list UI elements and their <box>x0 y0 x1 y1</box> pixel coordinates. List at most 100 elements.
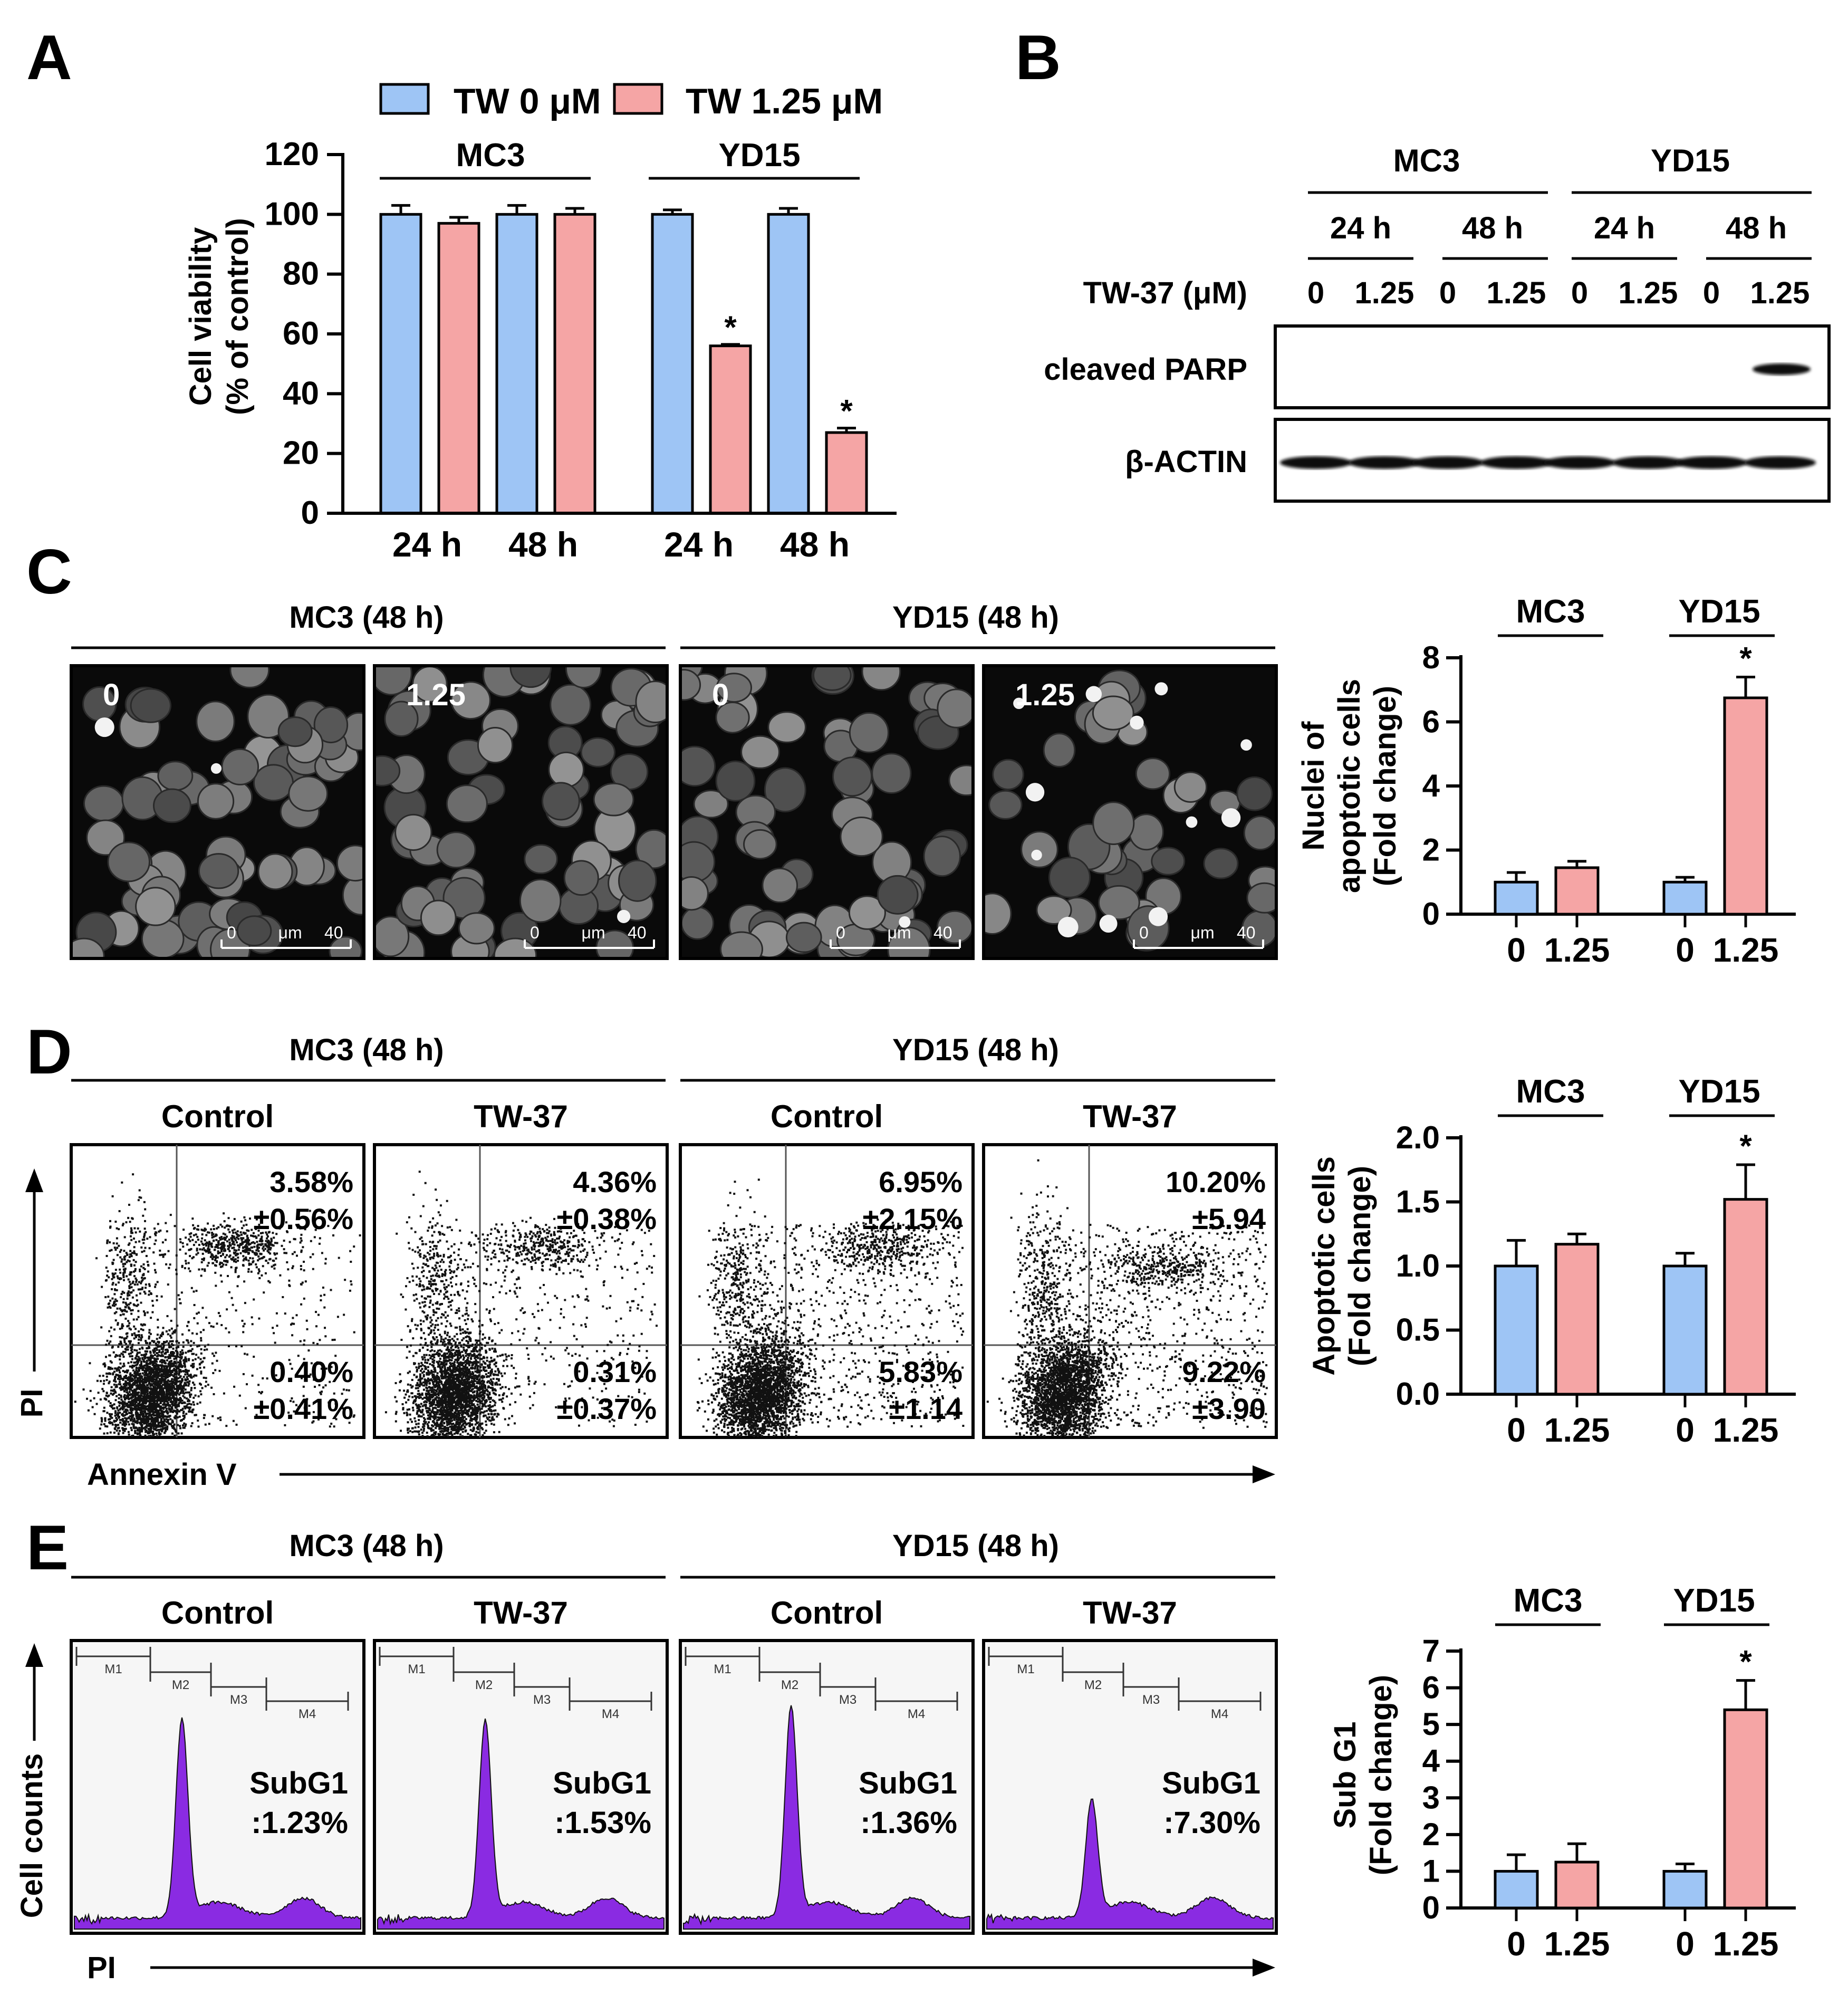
scale-label: 40 <box>933 923 952 942</box>
gate-label: M4 <box>908 1707 925 1721</box>
a-bar <box>825 431 868 515</box>
nucleus <box>1036 895 1072 925</box>
dotplot: 3.58% ±0.56% 0.40% ±0.41% <box>70 1143 365 1439</box>
chart-xtick-label: 1.25 <box>1544 1411 1610 1449</box>
nuclei <box>374 666 667 958</box>
scale-label: 40 <box>628 923 647 942</box>
nucleus <box>83 785 124 822</box>
flow-xaxis-arrowhead <box>1253 1465 1275 1483</box>
nucleus <box>253 764 294 802</box>
scale-label: 0 <box>836 923 845 942</box>
wb-doses: 0 1.25 0 1.25 0 1.25 0 1.25 <box>1307 276 1810 310</box>
nuclei <box>984 669 1276 952</box>
apoptotic-body <box>617 909 631 923</box>
wb-dose: 0 <box>1439 276 1456 310</box>
panel-a-xtick: 48 h <box>508 525 578 564</box>
e-ylabel-2: (Fold change) <box>1364 1675 1398 1875</box>
group-label-yd15: YD15 <box>718 137 800 174</box>
chart-xtick-label: 1.25 <box>1544 1925 1610 1963</box>
chart-xtick-label: 0 <box>1676 1411 1695 1449</box>
gate-label: M4 <box>1211 1707 1228 1721</box>
gate-label: M2 <box>1084 1678 1102 1692</box>
wb-dose: 0 <box>1307 276 1324 310</box>
histogram: M1 M2 M3 M4 SubG1:1.23% <box>70 1639 365 1935</box>
nucleus <box>157 761 194 791</box>
hist-group-yd15: YD15 (48 h) <box>892 1529 1059 1563</box>
nucleus <box>580 737 615 768</box>
nucleus <box>680 906 715 940</box>
a-bar <box>651 213 694 515</box>
nucleus <box>446 784 488 823</box>
nucleus <box>1048 857 1091 898</box>
gate-label: M3 <box>230 1693 247 1707</box>
nucleus <box>313 706 349 744</box>
nucleus <box>680 669 701 701</box>
chart-bar <box>1554 1860 1600 1910</box>
nucleus <box>221 748 259 785</box>
chart-ytick-label: 5 <box>1422 1706 1440 1742</box>
nucleus <box>988 790 1023 820</box>
panel-a-ylabel-1: Cell viability <box>184 227 218 406</box>
quadrant-lr-pct: 9.22% <box>1182 1355 1266 1388</box>
apoptotic-body <box>899 916 911 928</box>
micro-group-mc3: MC3 (48 h) <box>289 600 444 635</box>
apoptotic-body <box>94 717 114 737</box>
gate-label: M2 <box>172 1678 189 1692</box>
quadrant-ur-sd: ±2.15% <box>862 1202 962 1235</box>
chart-xtick-label: 1.25 <box>1713 1411 1779 1449</box>
nucleus <box>984 893 1012 935</box>
nucleus <box>336 845 364 882</box>
chart-ytick-label: 8 <box>1422 640 1440 675</box>
d-chart-group-mc3: MC3 <box>1516 1073 1585 1110</box>
nucleus <box>247 694 290 739</box>
c-ylabel-1: Nuclei of <box>1296 721 1331 851</box>
panel-c-letter: C <box>26 536 72 607</box>
wb-dose: 1.25 <box>1750 276 1810 310</box>
wb-actin-band <box>1280 456 1352 469</box>
apoptotic-body <box>1130 715 1144 730</box>
nucleus <box>887 926 931 958</box>
histograms: Control TW-37 Control TW-37 M1 M2 M3 M4 SubG1:1.… <box>70 1595 1278 1935</box>
apoptotic-body <box>1221 808 1241 828</box>
apoptotic-body <box>1085 686 1102 703</box>
nuclei <box>680 666 973 958</box>
scale-label: 40 <box>1237 923 1256 942</box>
gate-label: M2 <box>475 1678 493 1692</box>
panel-a-ylabel-2: (% of control) <box>220 218 255 415</box>
nucleus <box>840 816 883 857</box>
nucleus <box>593 782 634 817</box>
quadrant-lr-sd: ±0.37% <box>556 1392 657 1425</box>
hist-xaxis-label: PI <box>87 1951 116 1985</box>
panel-a-letter: A <box>26 22 72 93</box>
wb-time: 24 h <box>1594 211 1655 245</box>
nucleus <box>877 875 919 915</box>
wb-dose: 0 <box>1703 276 1720 310</box>
panel-b: B MC3 YD15 24 h 48 h 24 h 48 h TW-37 (μM… <box>1015 22 1831 503</box>
subg1-value: :1.53% <box>554 1806 651 1840</box>
chart-xtick-label: 1.25 <box>1713 931 1779 969</box>
nucleus <box>141 919 185 958</box>
quadrant-ur-sd: ±0.38% <box>556 1202 657 1235</box>
nucleus <box>450 681 491 720</box>
panel-a-yticks: 0 20 40 60 80 100 120 <box>265 136 343 531</box>
scale-label: μm <box>278 923 302 942</box>
panel-a-bars: ** <box>379 204 868 515</box>
nucleus <box>849 712 889 753</box>
nucleus <box>680 745 716 787</box>
wb-time: 48 h <box>1726 211 1787 245</box>
nucleus <box>384 701 419 737</box>
hist-yaxis-arrowhead <box>25 1643 43 1667</box>
wb-group-mc3: MC3 <box>1393 143 1460 178</box>
nucleus <box>1098 885 1140 920</box>
nucleus <box>1203 848 1239 879</box>
a-ytick-label: 40 <box>283 375 319 411</box>
nucleus <box>197 783 235 820</box>
wb-actin-band <box>1412 456 1484 469</box>
flow-xaxis-label: Annexin V <box>87 1457 237 1492</box>
chart-bar <box>1662 1264 1708 1396</box>
dotplot-events <box>696 1178 965 1437</box>
nucleus <box>524 844 558 875</box>
micro-images: 0 0 μm 40 1.25 0 μm 40 0 0 μm 40 1.25 0 μm 40 <box>70 664 1278 960</box>
nucleus <box>236 915 272 947</box>
chart-bar <box>1554 866 1600 916</box>
